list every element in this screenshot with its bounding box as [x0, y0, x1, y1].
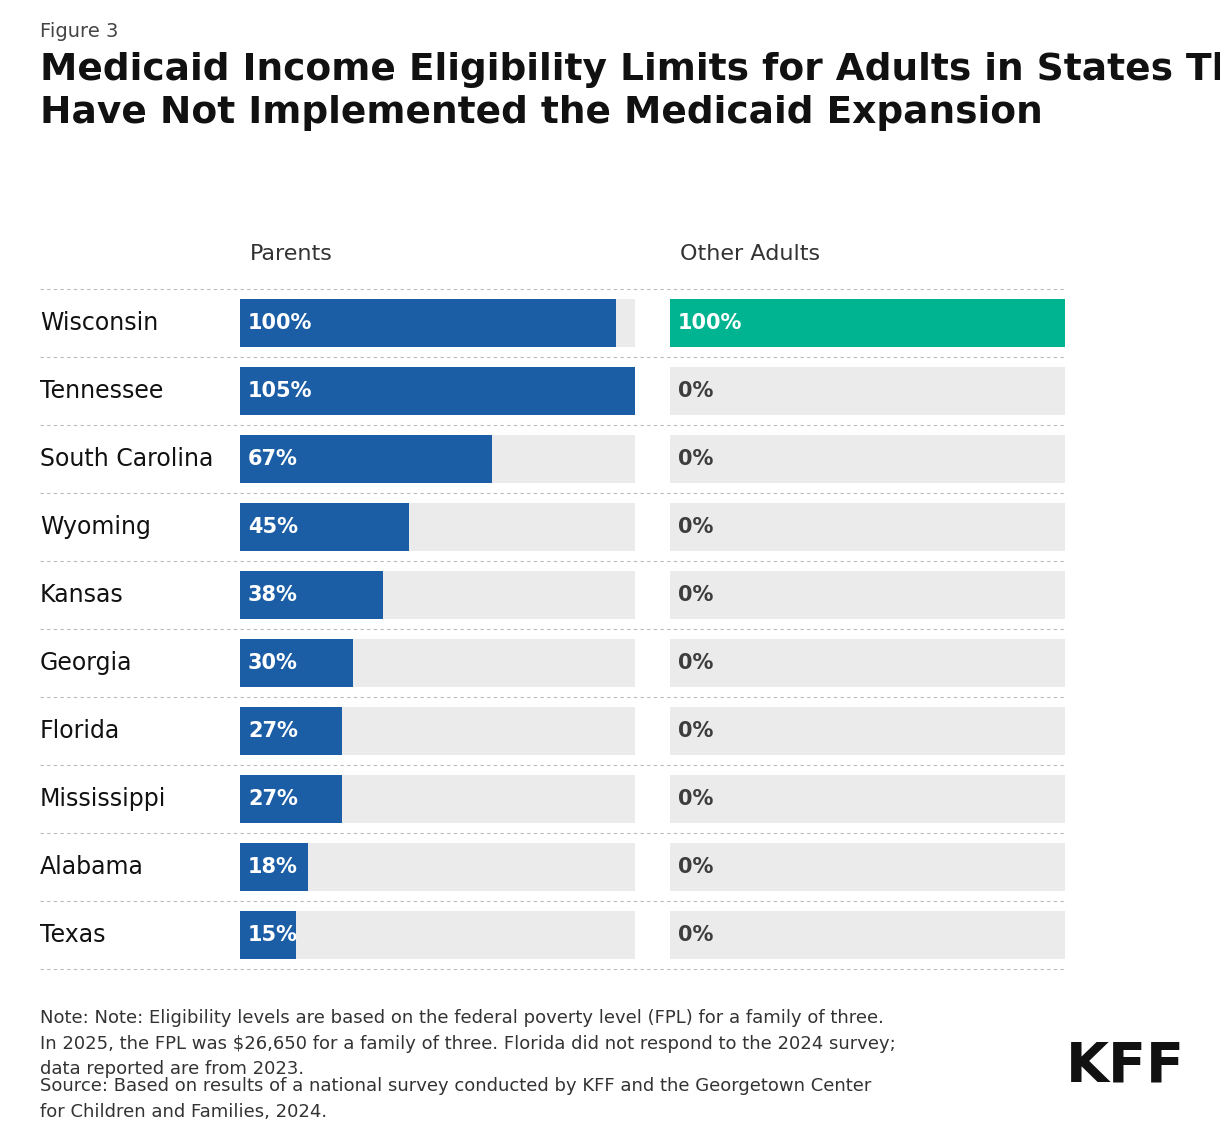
Bar — [670, 706, 1065, 755]
Text: 27%: 27% — [248, 789, 298, 809]
Bar — [240, 435, 634, 483]
Text: Source: Based on results of a national survey conducted by KFF and the Georgetow: Source: Based on results of a national s… — [40, 1077, 871, 1120]
Text: 0%: 0% — [678, 925, 714, 945]
Text: 100%: 100% — [678, 313, 743, 333]
Bar — [240, 299, 634, 347]
Bar — [670, 843, 1065, 891]
Text: South Carolina: South Carolina — [40, 447, 214, 471]
Text: 0%: 0% — [678, 857, 714, 877]
Text: 15%: 15% — [248, 925, 298, 945]
Bar — [670, 367, 1065, 415]
Bar — [240, 843, 307, 891]
Text: 0%: 0% — [678, 381, 714, 401]
Text: Alabama: Alabama — [40, 855, 144, 879]
Text: Mississippi: Mississippi — [40, 787, 166, 811]
Bar — [240, 775, 634, 823]
Text: 45%: 45% — [248, 517, 298, 538]
Text: 0%: 0% — [678, 585, 714, 606]
Text: 0%: 0% — [678, 517, 714, 538]
Text: 0%: 0% — [678, 721, 714, 741]
Text: Note: Note: Eligibility levels are based on the federal poverty level (FPL) for : Note: Note: Eligibility levels are based… — [40, 1009, 895, 1078]
Text: Wisconsin: Wisconsin — [40, 311, 159, 335]
Text: 67%: 67% — [248, 449, 298, 469]
Bar — [240, 503, 634, 551]
Text: 27%: 27% — [248, 721, 298, 741]
Bar — [240, 435, 492, 483]
Bar — [240, 503, 409, 551]
Bar — [670, 911, 1065, 959]
Text: 30%: 30% — [248, 653, 298, 672]
Text: Texas: Texas — [40, 923, 105, 947]
Bar — [670, 503, 1065, 551]
Bar — [240, 367, 634, 415]
Bar — [240, 911, 296, 959]
Bar — [240, 911, 634, 959]
Text: Other Adults: Other Adults — [680, 244, 820, 264]
Text: Kansas: Kansas — [40, 583, 123, 607]
Text: Tennessee: Tennessee — [40, 379, 163, 403]
Text: 105%: 105% — [248, 381, 312, 401]
Bar — [670, 299, 1065, 347]
Text: Georgia: Georgia — [40, 651, 133, 675]
Text: 0%: 0% — [678, 449, 714, 469]
Bar — [670, 572, 1065, 619]
Text: Wyoming: Wyoming — [40, 515, 151, 539]
Text: KFF: KFF — [1066, 1040, 1185, 1094]
Text: Florida: Florida — [40, 719, 121, 743]
Bar — [670, 435, 1065, 483]
Bar — [240, 706, 634, 755]
Bar — [240, 706, 342, 755]
Text: 100%: 100% — [248, 313, 312, 333]
Bar — [240, 843, 634, 891]
Bar — [240, 572, 634, 619]
Text: 38%: 38% — [248, 585, 298, 606]
Text: 0%: 0% — [678, 789, 714, 809]
Bar — [240, 638, 634, 687]
Bar — [670, 775, 1065, 823]
Bar — [240, 367, 634, 415]
Text: Medicaid Income Eligibility Limits for Adults in States That
Have Not Implemente: Medicaid Income Eligibility Limits for A… — [40, 52, 1220, 132]
Text: 18%: 18% — [248, 857, 298, 877]
Text: 0%: 0% — [678, 653, 714, 672]
Bar — [240, 299, 616, 347]
Bar — [670, 638, 1065, 687]
Bar — [240, 775, 342, 823]
Bar — [240, 638, 353, 687]
Text: Figure 3: Figure 3 — [40, 22, 118, 41]
Text: Parents: Parents — [250, 244, 333, 264]
Bar — [240, 572, 383, 619]
